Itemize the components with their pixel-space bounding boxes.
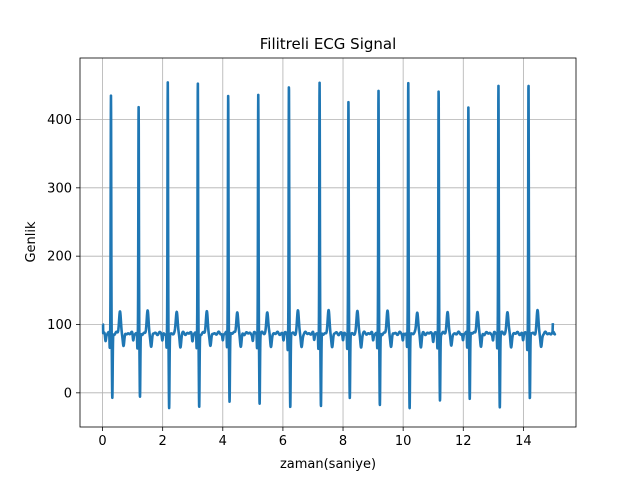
y-axis: 0 100 200 300 400	[47, 113, 80, 401]
y-axis-label: Genlik	[24, 221, 39, 263]
ecg-series-line	[101, 81, 557, 410]
x-tick-label: 4	[219, 434, 227, 449]
x-tick-label: 6	[279, 434, 287, 449]
plot-frame	[79, 57, 577, 428]
x-tick-label: 14	[515, 434, 532, 449]
y-tick-label: 0	[64, 386, 72, 401]
y-tick-label: 200	[47, 250, 72, 265]
x-axis: 0 2 4 6 8 10 12 14	[98, 427, 532, 449]
series-layer	[101, 81, 557, 410]
x-tick-label: 12	[455, 434, 472, 449]
y-tick-label: 400	[47, 113, 72, 128]
x-tick-label: 0	[98, 434, 106, 449]
y-tick-label: 100	[47, 318, 72, 333]
x-tick-label: 8	[339, 434, 347, 449]
x-tick-label: 2	[159, 434, 167, 449]
x-axis-label: zaman(saniye)	[280, 457, 376, 472]
y-tick-label: 300	[47, 181, 72, 196]
x-tick-label: 10	[395, 434, 412, 449]
chart-title: Filitreli ECG Signal	[260, 35, 397, 53]
